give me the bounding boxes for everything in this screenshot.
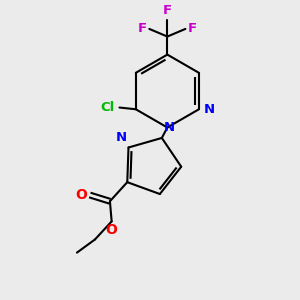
Text: N: N (164, 122, 175, 134)
Text: O: O (106, 223, 118, 237)
Text: O: O (76, 188, 87, 202)
Text: Cl: Cl (100, 101, 114, 114)
Text: N: N (116, 131, 127, 144)
Text: N: N (203, 103, 214, 116)
Text: F: F (163, 4, 172, 17)
Text: F: F (138, 22, 147, 35)
Text: F: F (188, 22, 197, 35)
